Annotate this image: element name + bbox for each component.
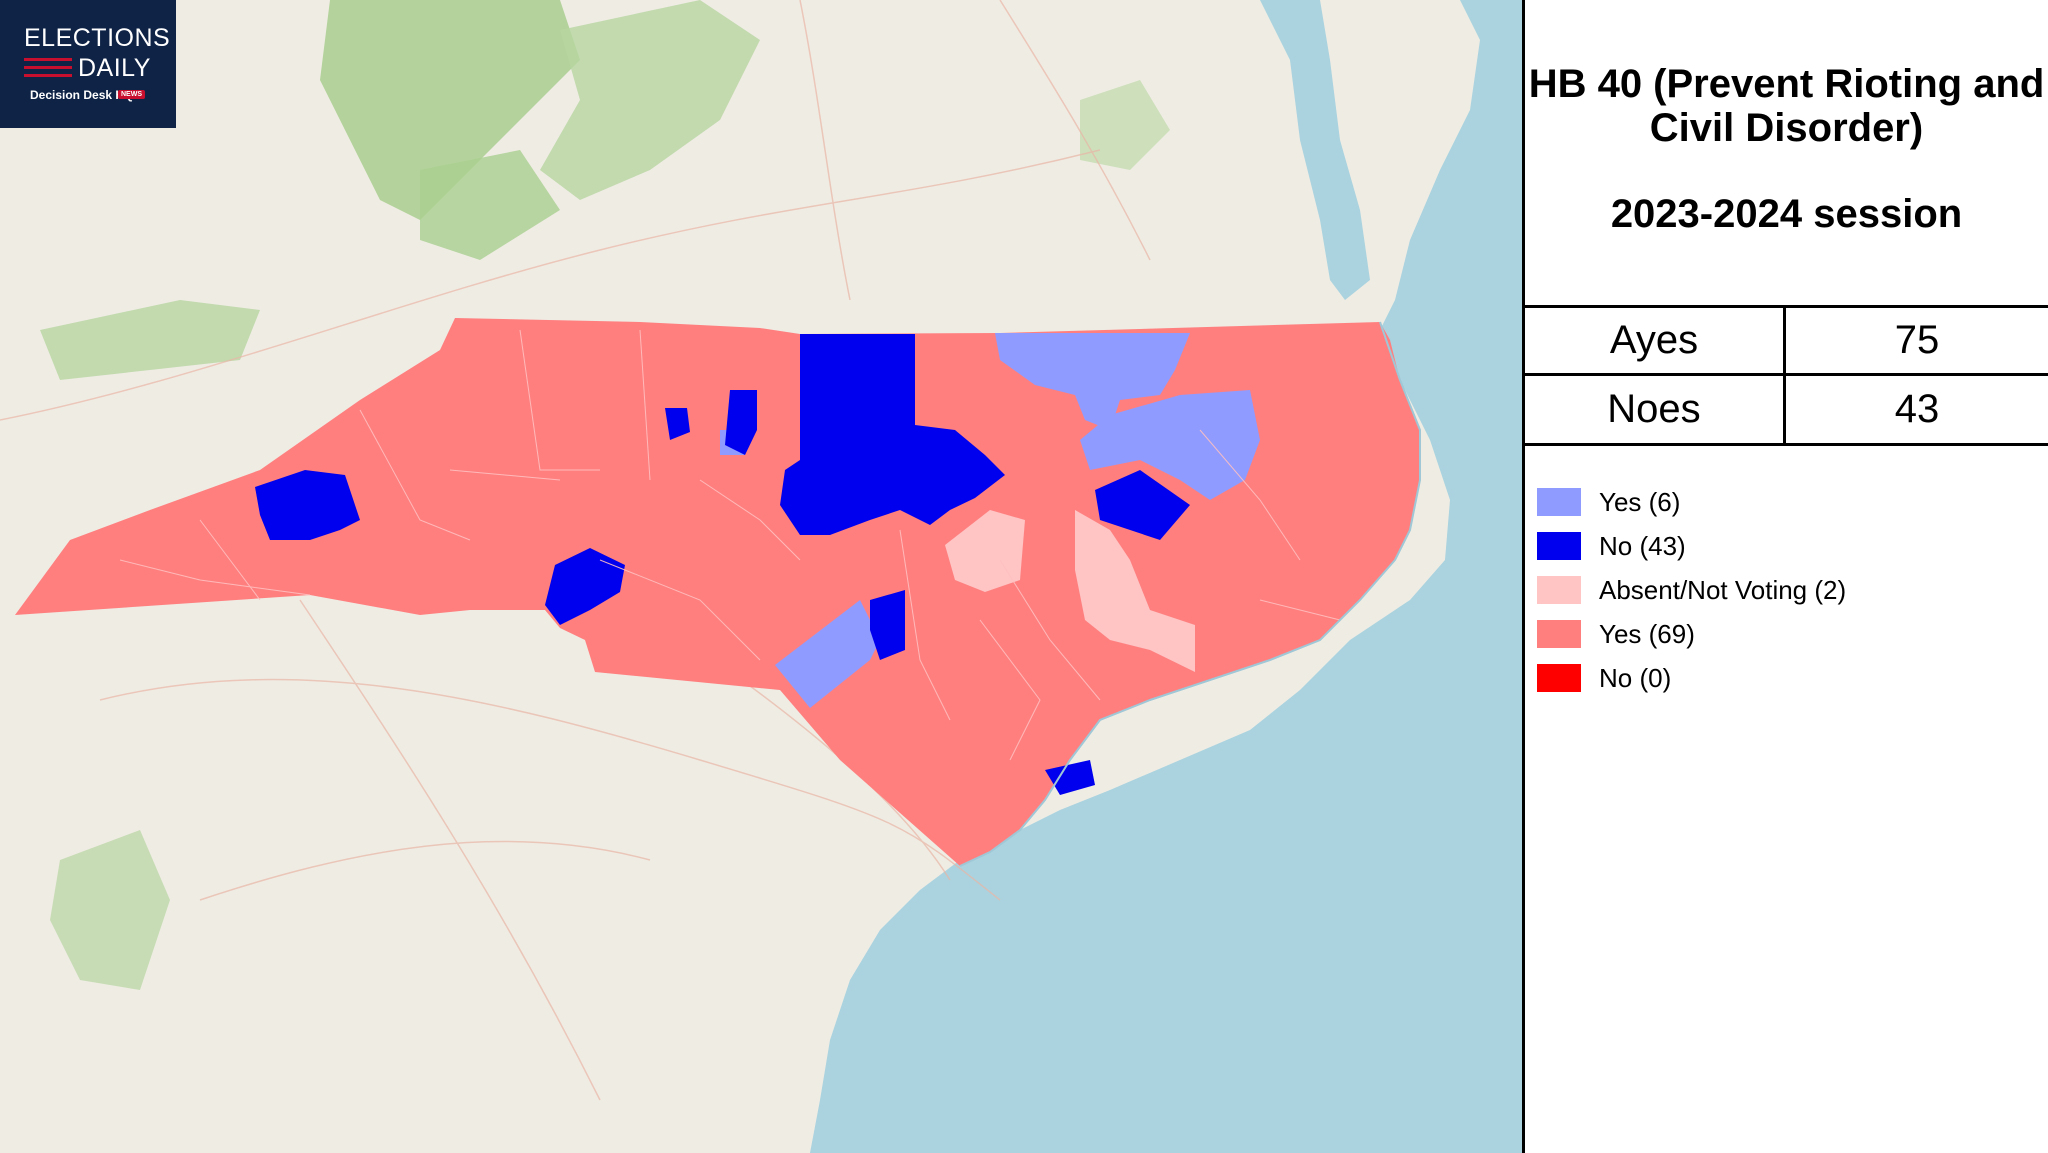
district-region-no-d[interactable] xyxy=(255,470,360,540)
map-canvas xyxy=(0,0,1522,1153)
district-region-absent[interactable] xyxy=(945,510,1025,592)
district-region-yes-d[interactable] xyxy=(1080,390,1260,500)
title-block: HB 40 (Prevent Rioting and Civil Disorde… xyxy=(1525,0,2048,308)
logo-line2: DAILY xyxy=(78,54,151,82)
logo-stripe xyxy=(24,66,72,69)
forest-area xyxy=(40,300,260,380)
coastline xyxy=(959,321,1421,867)
district-region-no-d[interactable] xyxy=(1045,760,1095,795)
elections-daily-logo: ELECTIONS DAILY Decision Desk HQ NEWS xyxy=(0,0,176,128)
tally-label: Noes xyxy=(1525,376,1786,443)
tally-label: Ayes xyxy=(1525,308,1786,373)
district-borders xyxy=(119,329,1341,761)
legend-swatch xyxy=(1537,532,1581,560)
chesapeake-bay xyxy=(1260,0,1370,300)
legend-label: No (0) xyxy=(1599,662,1672,693)
legend-label: No (43) xyxy=(1599,530,1686,561)
district-region-no-d[interactable] xyxy=(545,548,625,625)
legend-swatch xyxy=(1537,664,1581,692)
logo-stripe xyxy=(24,58,72,61)
tally-value: 43 xyxy=(1894,387,1940,431)
info-panel: HB 40 (Prevent Rioting and Civil Disorde… xyxy=(1522,0,2048,1153)
legend-swatch xyxy=(1537,488,1581,516)
district-region-no-d[interactable] xyxy=(665,408,690,440)
legend: Yes (6) No (43) Absent/Not Voting (2) Ye… xyxy=(1537,480,1846,700)
legend-item: No (43) xyxy=(1537,524,1846,568)
road-lines xyxy=(0,0,1151,1101)
legend-item: Yes (69) xyxy=(1537,612,1846,656)
bill-title: HB 40 (Prevent Rioting and Civil Disorde… xyxy=(1528,62,2045,150)
tally-value: 75 xyxy=(1894,318,1940,362)
district-map[interactable]: ELECTIONS DAILY Decision Desk HQ NEWS xyxy=(0,0,1522,1153)
district-region-absent[interactable] xyxy=(1075,510,1195,672)
legend-item: No (0) xyxy=(1537,656,1846,700)
district-region-yes-r[interactable] xyxy=(15,318,1420,866)
legend-item: Absent/Not Voting (2) xyxy=(1537,568,1846,612)
district-region-no-d[interactable] xyxy=(780,334,1005,535)
forest-area xyxy=(540,0,760,200)
session-label: 2023-2024 session xyxy=(1610,192,1963,236)
district-region-yes-d[interactable] xyxy=(995,333,1190,430)
legend-swatch xyxy=(1537,576,1581,604)
logo-news-badge: NEWS xyxy=(118,90,145,99)
forest-area xyxy=(420,150,560,260)
atlantic-ocean xyxy=(810,0,1522,1153)
legend-label: Yes (69) xyxy=(1599,618,1695,649)
tally-row-noes: Noes 43 xyxy=(1525,376,2048,446)
district-region-no-d[interactable] xyxy=(1095,470,1190,540)
forest-area xyxy=(320,0,580,220)
forest-area xyxy=(50,830,170,990)
district-region-no-d[interactable] xyxy=(725,390,757,455)
legend-swatch xyxy=(1537,620,1581,648)
district-region-no-d[interactable] xyxy=(870,590,905,660)
legend-label: Yes (6) xyxy=(1599,486,1681,517)
logo-stripe xyxy=(24,74,72,77)
tally-row-ayes: Ayes 75 xyxy=(1525,308,2048,376)
logo-line3: Decision Desk HQ xyxy=(30,88,134,102)
district-region-yes-d[interactable] xyxy=(775,600,880,708)
legend-item: Yes (6) xyxy=(1537,480,1846,524)
forest-area xyxy=(1080,80,1170,170)
logo-line1: ELECTIONS xyxy=(24,24,171,52)
legend-label: Absent/Not Voting (2) xyxy=(1599,574,1847,605)
